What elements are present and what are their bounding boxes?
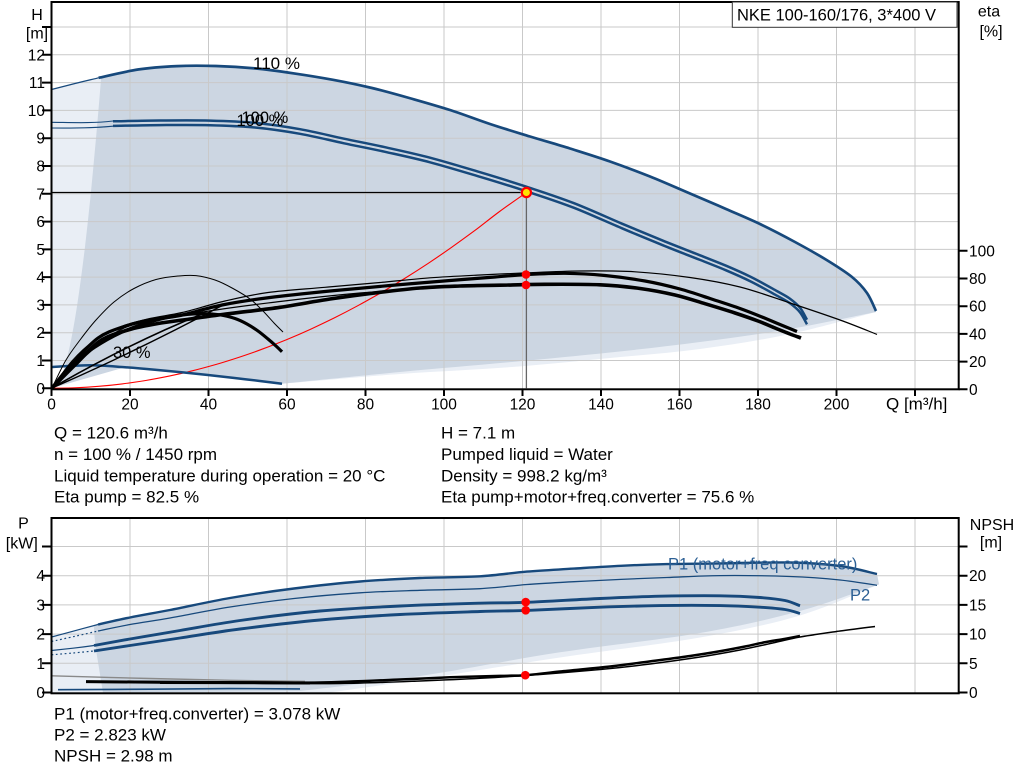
svg-text:NPSH = 2.98 m: NPSH = 2.98 m (54, 747, 173, 766)
svg-text:200: 200 (824, 397, 850, 414)
svg-text:9: 9 (36, 131, 45, 148)
svg-text:160: 160 (667, 397, 693, 414)
svg-text:P1 (motor+freq converter): P1 (motor+freq converter) (668, 556, 857, 574)
svg-text:P2 = 2.823 kW: P2 = 2.823 kW (54, 726, 166, 745)
svg-text:20: 20 (969, 568, 987, 585)
svg-text:[kW]: [kW] (6, 536, 38, 553)
svg-text:0: 0 (969, 382, 978, 399)
svg-text:5: 5 (969, 656, 978, 673)
svg-text:100: 100 (431, 397, 457, 414)
svg-text:[%]: [%] (979, 24, 1002, 41)
svg-text:Eta pump = 82.5 %: Eta pump = 82.5 % (54, 488, 199, 507)
svg-text:10: 10 (28, 103, 46, 120)
svg-text:P1 (motor+freq.converter) = 3.: P1 (motor+freq.converter) = 3.078 kW (54, 705, 340, 724)
svg-text:20: 20 (969, 354, 987, 371)
svg-text:4: 4 (36, 568, 45, 585)
svg-text:15: 15 (969, 597, 986, 614)
svg-text:1: 1 (36, 656, 45, 673)
svg-text:P: P (18, 516, 29, 533)
svg-text:eta: eta (978, 4, 1000, 21)
svg-text:P2: P2 (850, 587, 870, 605)
svg-text:2: 2 (36, 325, 45, 342)
svg-text:80: 80 (357, 397, 375, 414)
svg-text:7: 7 (36, 186, 45, 203)
svg-text:0: 0 (47, 397, 56, 414)
svg-text:NPSH: NPSH (970, 517, 1014, 534)
svg-text:Q = 120.6 m³/h: Q = 120.6 m³/h (54, 424, 168, 443)
svg-text:8: 8 (36, 158, 45, 175)
svg-text:H = 7.1 m: H = 7.1 m (441, 424, 515, 443)
svg-text:Pumped liquid = Water: Pumped liquid = Water (441, 445, 613, 464)
svg-text:120: 120 (510, 397, 536, 414)
svg-text:4: 4 (36, 270, 45, 287)
svg-text:Eta pump+motor+freq.converter: Eta pump+motor+freq.converter = 75.6 % (441, 488, 754, 507)
svg-text:100 %: 100 % (237, 112, 284, 130)
svg-text:n = 100 % / 1450 rpm: n = 100 % / 1450 rpm (54, 445, 217, 464)
svg-text:30 %: 30 % (113, 344, 151, 362)
svg-text:110 %: 110 % (253, 54, 300, 73)
svg-text:Density = 998.2 kg/m³: Density = 998.2 kg/m³ (441, 466, 607, 485)
svg-text:3: 3 (36, 597, 45, 614)
svg-text:0: 0 (36, 685, 45, 702)
svg-text:3: 3 (36, 297, 45, 314)
svg-text:2: 2 (36, 627, 45, 644)
svg-text:10: 10 (969, 627, 987, 644)
svg-text:140: 140 (588, 397, 614, 414)
svg-text:Liquid temperature during oper: Liquid temperature during operation = 20… (54, 466, 385, 485)
svg-text:0: 0 (36, 381, 45, 398)
svg-text:6: 6 (36, 214, 45, 231)
svg-text:40: 40 (969, 326, 987, 343)
svg-text:180: 180 (745, 397, 771, 414)
svg-text:12: 12 (28, 47, 45, 64)
svg-text:[m]: [m] (980, 535, 1002, 552)
svg-text:80: 80 (969, 271, 987, 288)
svg-text:NKE 100-160/176, 3*400 V: NKE 100-160/176, 3*400 V (737, 7, 936, 25)
svg-text:[m]: [m] (26, 26, 48, 43)
svg-text:40: 40 (200, 397, 218, 414)
svg-text:5: 5 (36, 242, 45, 259)
svg-text:20: 20 (121, 397, 139, 414)
svg-text:60: 60 (969, 299, 987, 316)
svg-text:60: 60 (278, 397, 296, 414)
svg-text:1: 1 (36, 353, 45, 370)
svg-text:0: 0 (969, 685, 978, 702)
svg-text:H: H (31, 7, 43, 24)
svg-text:Q [m³/h]: Q [m³/h] (886, 395, 947, 414)
svg-text:100: 100 (969, 243, 995, 260)
svg-text:100 %: 100 % (242, 109, 289, 127)
svg-text:11: 11 (29, 75, 45, 92)
